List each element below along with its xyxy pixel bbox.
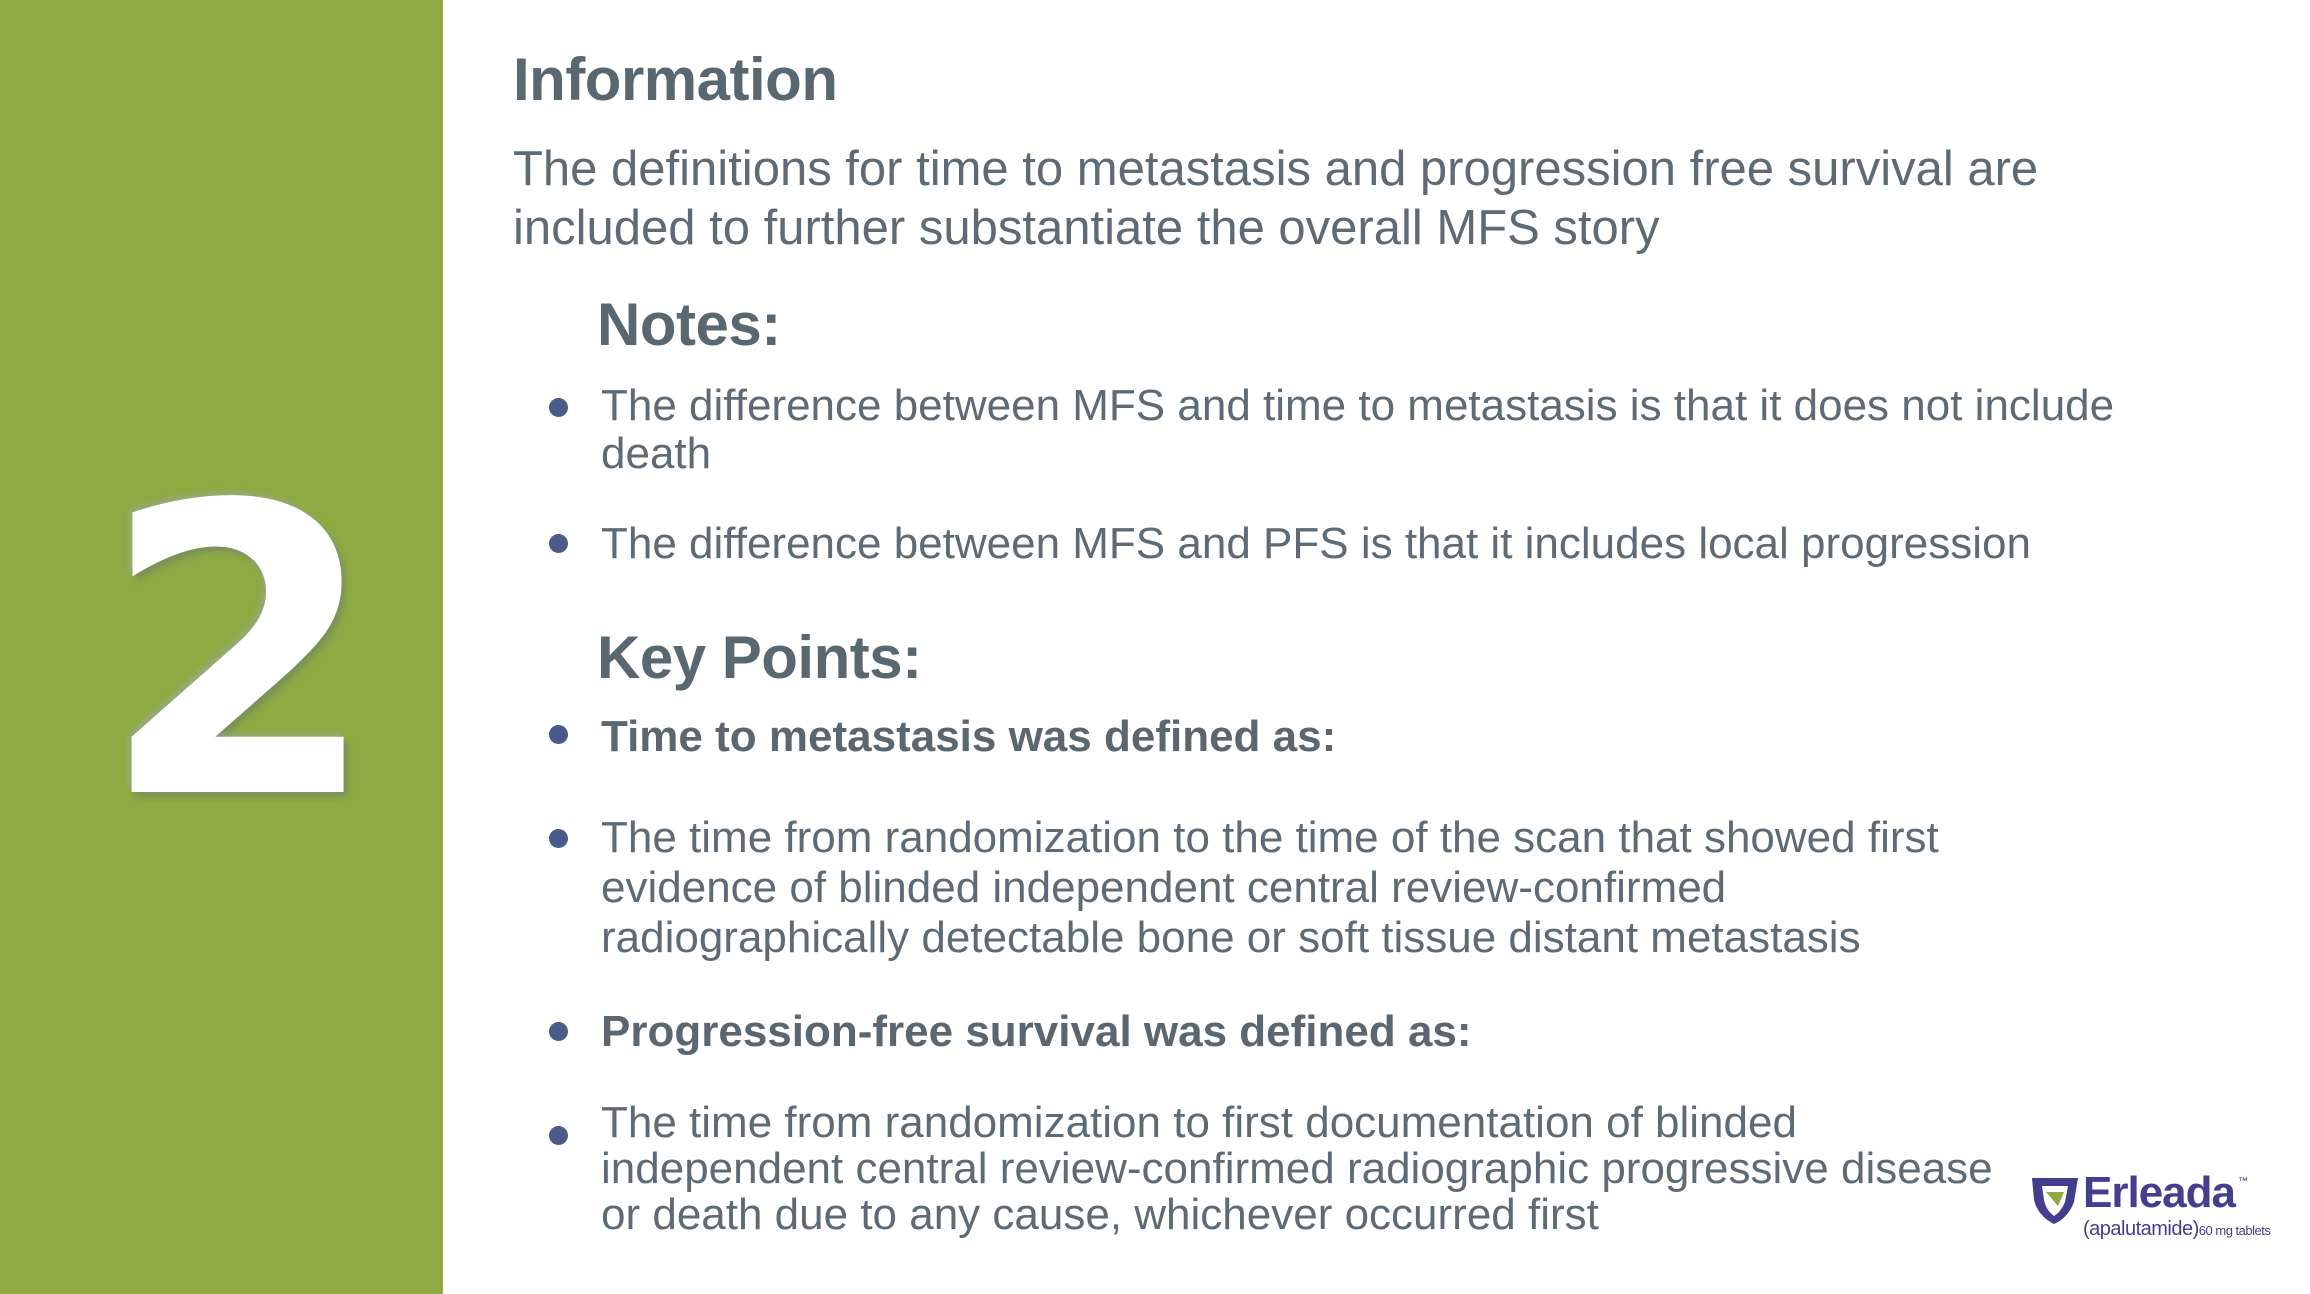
logo-trademark: ™ xyxy=(2238,1176,2248,1187)
bullet-dot-icon xyxy=(549,1022,568,1041)
bullet-dot-icon xyxy=(549,725,568,744)
logo-generic: (apalutamide) xyxy=(2083,1218,2199,1240)
notes-item-text: The difference between MFS and time to m… xyxy=(601,381,2115,478)
key-point-heading: Time to metastasis was defined as: xyxy=(601,712,1337,761)
main-content: Information The definitions for time to … xyxy=(513,0,2310,1294)
erleada-logo: Erleada ™ (apalutamide)60 mg tablets xyxy=(2028,1168,2271,1243)
sidebar-panel: 2 xyxy=(0,0,443,1294)
key-point-text: The time from randomization to the time … xyxy=(601,813,1939,962)
key-point-heading: Progression-free survival was defined as… xyxy=(601,1007,1472,1056)
information-title: Information xyxy=(513,46,838,113)
key-point-text: The time from randomization to first doc… xyxy=(601,1098,1993,1239)
logo-generic-name: (apalutamide)60 mg tablets xyxy=(2083,1218,2271,1241)
key-points-title: Key Points: xyxy=(597,624,922,691)
notes-title: Notes: xyxy=(597,291,781,358)
bullet-dot-icon xyxy=(549,398,568,417)
logo-dose: 60 mg tablets xyxy=(2198,1223,2271,1238)
bullet-dot-icon xyxy=(549,534,568,553)
step-number: 2 xyxy=(100,422,378,887)
notes-item-text: The difference between MFS and PFS is th… xyxy=(601,519,2031,568)
shield-icon xyxy=(2032,1178,2078,1224)
bullet-dot-icon xyxy=(549,829,568,848)
information-body: The definitions for time to metastasis a… xyxy=(513,142,2039,255)
logo-brand-name: Erleada xyxy=(2083,1168,2236,1217)
bullet-dot-icon xyxy=(549,1126,568,1145)
